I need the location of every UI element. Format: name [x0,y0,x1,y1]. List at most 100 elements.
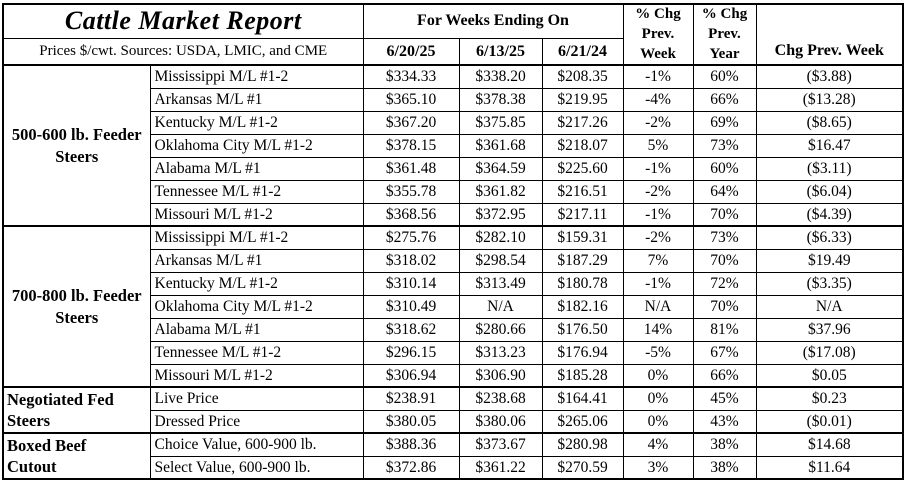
pct-chg-prev-year-header: % Chg Prev. Year [692,3,757,67]
value-cell: $318.62 [362,317,460,342]
value-cell: $225.60 [541,156,624,181]
value-cell: $282.10 [458,225,543,250]
item-label: Arkansas M/L #1 [149,248,364,273]
value-cell: $388.36 [362,432,460,457]
value-cell: $265.06 [541,409,624,434]
value-cell: 14% [622,317,694,342]
value-cell: $164.41 [541,386,624,411]
value-cell: ($6.33) [755,225,904,250]
date-column-prev-week: 6/13/25 [458,37,543,67]
item-label: Tennessee M/L #1-2 [149,179,364,204]
value-cell: $375.85 [458,110,543,135]
value-cell: 0% [622,386,694,411]
item-label: Tennessee M/L #1-2 [149,340,364,365]
table-row: Missouri M/L #1-2 $306.94 $306.90 $185.28 0%… [3,363,904,388]
value-cell: $334.33 [362,64,460,89]
value-cell: ($3.88) [755,64,904,89]
value-cell: 72% [692,271,757,296]
item-label: Alabama M/L #1 [149,156,364,181]
value-cell: $11.64 [755,455,904,480]
table-row: Dressed Price $380.05 $380.06 $265.06 0% 43%(… [3,409,904,434]
value-cell: $318.02 [362,248,460,273]
value-cell: $380.06 [458,409,543,434]
item-label: Oklahoma City M/L #1-2 [149,294,364,319]
table-row: Arkansas M/L #1 $318.02 $298.54 $187.29 7% 70… [3,248,904,273]
value-cell: -1% [622,156,694,181]
value-cell: -1% [622,271,694,296]
value-cell: 4% [622,432,694,457]
value-cell: -4% [622,87,694,112]
value-cell: N/A [622,294,694,319]
value-cell: 81% [692,317,757,342]
value-cell: $338.20 [458,64,543,89]
item-label: Oklahoma City M/L #1-2 [149,133,364,158]
value-cell: $275.76 [362,225,460,250]
value-cell: ($4.39) [755,202,904,227]
value-cell: $378.15 [362,133,460,158]
table-header: Cattle Market Report For Weeks Ending On… [2,3,904,67]
value-cell: ($6.04) [755,179,904,204]
item-label: Mississippi M/L #1-2 [149,64,364,89]
value-cell: $306.94 [362,363,460,388]
item-label: Dressed Price [149,409,364,434]
value-cell: $0.23 [755,386,904,411]
item-label: Mississippi M/L #1-2 [149,225,364,250]
value-cell: $208.35 [541,64,624,89]
table-row: Kentucky M/L #1-2 $310.14 $313.49 $180.78 -1… [3,271,904,296]
value-cell: $216.51 [541,179,624,204]
value-cell: $313.49 [458,271,543,296]
value-cell: 7% [622,248,694,273]
value-cell: 3% [622,455,694,480]
value-cell: $378.38 [458,87,543,112]
value-cell: ($3.11) [755,156,904,181]
value-cell: $19.49 [755,248,904,273]
table-row: Select Value, 600-900 lb. $372.86 $361.22 $… [3,455,904,480]
value-cell: 38% [692,432,757,457]
sources-note: Prices $/cwt. Sources: USDA, LMIC, and C… [2,37,364,67]
value-cell: 70% [692,248,757,273]
cattle-market-table: Cattle Market Report For Weeks Ending On… [2,3,904,481]
value-cell: 66% [692,87,757,112]
table-body: 500-600 lb. Feeder Steers Mississippi M/L… [2,64,904,480]
category-cell: Boxed Beef Cutout [2,432,151,480]
value-cell: -1% [622,202,694,227]
value-cell: $368.56 [362,202,460,227]
value-cell: $280.98 [541,432,624,457]
item-label: Missouri M/L #1-2 [149,363,364,388]
table-row: Missouri M/L #1-2 $368.56 $372.95 $217.11 -1… [3,202,904,227]
value-cell: $238.91 [362,386,460,411]
value-cell: 70% [692,294,757,319]
value-cell: N/A [458,294,543,319]
report-title: Cattle Market Report [2,3,364,39]
date-column-current: 6/20/25 [362,37,460,67]
value-cell: 0% [622,363,694,388]
value-cell: 69% [692,110,757,135]
chg-prev-week-header: Chg Prev. Week [755,3,904,67]
value-cell: $176.94 [541,340,624,365]
value-cell: $365.10 [362,87,460,112]
value-cell: $182.16 [541,294,624,319]
item-label: Arkansas M/L #1 [149,87,364,112]
table-row: Oklahoma City M/L #1-2 $310.49 N/A $182.16 N… [3,294,904,319]
date-column-prev-year: 6/21/24 [541,37,624,67]
value-cell: 5% [622,133,694,158]
value-cell: $310.49 [362,294,460,319]
value-cell: N/A [755,294,904,319]
value-cell: $238.68 [458,386,543,411]
value-cell: $219.95 [541,87,624,112]
table-row: 500-600 lb. Feeder Steers Mississippi M/L… [2,64,904,227]
category-cell: 500-600 lb. Feeder Steers [2,64,151,227]
item-label: Kentucky M/L #1-2 [149,271,364,296]
value-cell: ($0.01) [755,409,904,434]
value-cell: 60% [692,64,757,89]
table-row: 700-800 lb. Feeder Steers Mississippi M/L… [2,225,904,388]
value-cell: $280.66 [458,317,543,342]
value-cell: $37.96 [755,317,904,342]
item-label: Choice Value, 600-900 lb. [149,432,364,457]
item-label: Alabama M/L #1 [149,317,364,342]
value-cell: $217.26 [541,110,624,135]
value-cell: 73% [692,225,757,250]
value-cell: 0% [622,409,694,434]
value-cell: 43% [692,409,757,434]
